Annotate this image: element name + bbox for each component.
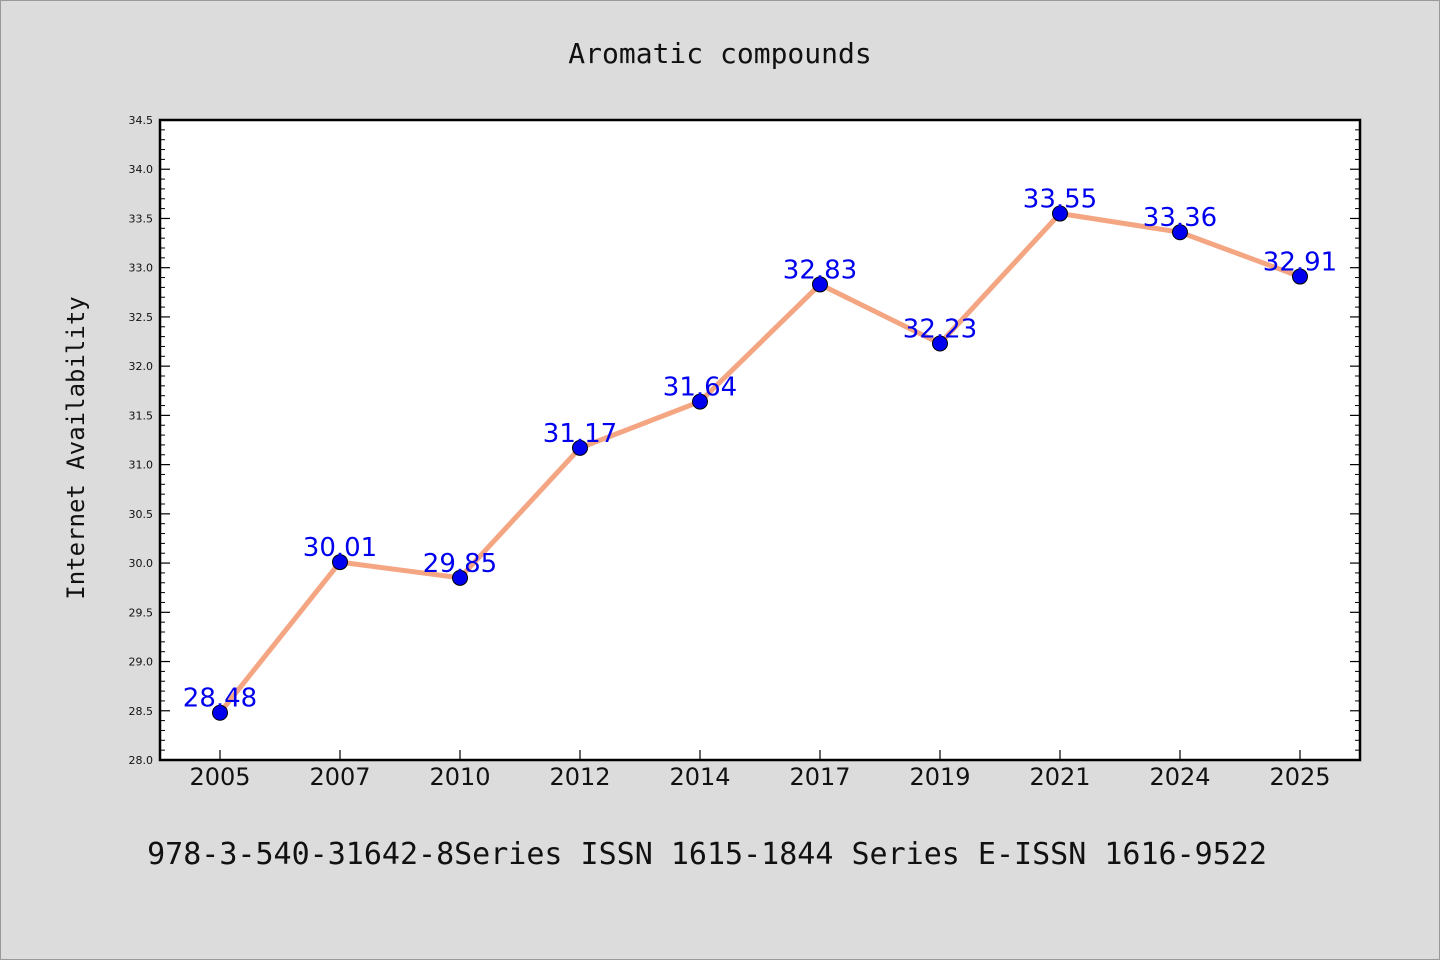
chart-title: Aromatic compounds <box>568 37 871 70</box>
x-tick-label: 2007 <box>309 763 370 791</box>
data-label: 33.55 <box>1023 185 1097 215</box>
data-label: 32.23 <box>903 315 977 345</box>
y-tick-label: 28.5 <box>129 705 154 718</box>
series-line <box>217 211 1303 716</box>
y-tick-label: 33.5 <box>129 212 154 225</box>
data-point <box>452 569 468 586</box>
data-point <box>1052 205 1068 222</box>
y-tick-label: 33.0 <box>129 262 154 275</box>
data-point <box>932 335 948 352</box>
x-tick-label: 2005 <box>189 763 250 791</box>
x-tick-label: 2021 <box>1029 763 1090 791</box>
x-axis-ticks: 2005 2007 2010 2012 2014 2017 2019 2021 2024 2025 <box>189 750 1331 791</box>
y-tick-label: 28.0 <box>129 754 154 767</box>
data-label: 31.17 <box>543 419 617 449</box>
x-tick-label: 2010 <box>429 763 490 791</box>
data-point <box>212 704 228 721</box>
y-tick-label: 34.0 <box>129 163 154 176</box>
y-tick-label: 31.5 <box>129 409 154 422</box>
data-label: 32.83 <box>783 255 857 285</box>
x-tick-label: 2024 <box>1149 763 1210 791</box>
y-tick-label: 30.0 <box>129 557 154 570</box>
data-point <box>692 393 708 410</box>
series-layer <box>212 205 1308 721</box>
x-tick-label: 2014 <box>669 763 730 791</box>
y-tick-label: 32.5 <box>129 311 154 324</box>
data-label: 32.91 <box>1263 248 1337 278</box>
y-axis-label: Internet Availability <box>62 296 90 599</box>
data-labels: 28.48 30.01 29.85 31.17 31.64 32.83 32.23 33.55… <box>183 185 1337 714</box>
x-tick-label: 2012 <box>549 763 610 791</box>
data-label: 33.36 <box>1143 203 1217 233</box>
data-label: 31.64 <box>663 373 737 403</box>
data-label: 29.85 <box>423 549 497 579</box>
data-point <box>572 439 588 456</box>
x-tick-label: 2025 <box>1269 763 1330 791</box>
data-label: 30.01 <box>303 533 377 563</box>
data-point <box>332 554 348 571</box>
x-tick-label: 2019 <box>909 763 970 791</box>
y-tick-label: 34.5 <box>129 114 154 127</box>
x-tick-label: 2017 <box>789 763 850 791</box>
data-point <box>812 276 828 293</box>
y-tick-label: 29.5 <box>129 606 154 619</box>
data-point <box>1292 268 1308 285</box>
plot-frame <box>158 118 1362 762</box>
y-tick-label: 32.0 <box>129 360 154 373</box>
y-tick-label: 30.5 <box>129 508 154 521</box>
footer-isbn-text: 978-3-540-31642-8Series ISSN 1615-1844 S… <box>147 837 1267 872</box>
data-label: 28.48 <box>183 684 257 714</box>
data-point <box>1172 224 1188 241</box>
y-tick-label: 31.0 <box>129 459 154 472</box>
y-tick-label: 29.0 <box>129 656 154 669</box>
